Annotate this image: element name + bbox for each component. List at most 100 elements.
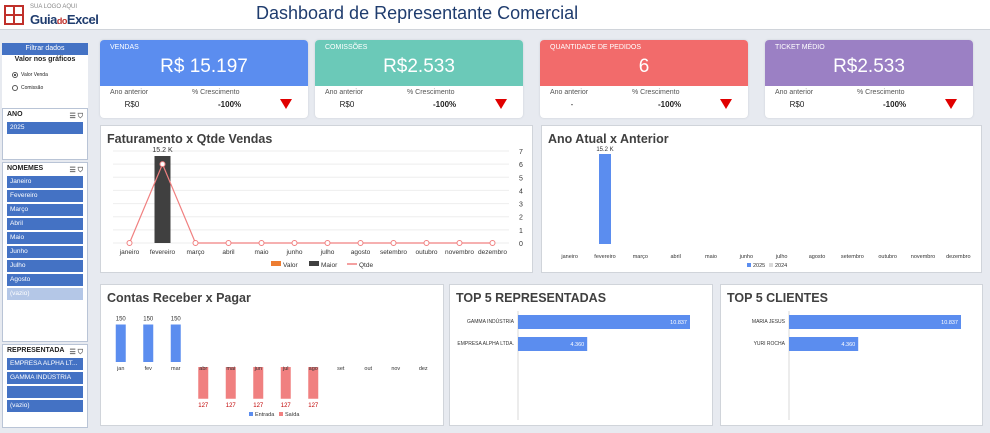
- kpi-growth-label: % Crescimento: [192, 89, 240, 96]
- slicer-representada-title: REPRESENTADA ☰ ⛉: [3, 345, 87, 357]
- logo-do: do: [56, 16, 68, 26]
- y2-tick-label: 7: [519, 149, 523, 156]
- filter-clear-icon[interactable]: ☰ ⛉: [69, 349, 83, 356]
- y2-tick-label: 4: [519, 188, 523, 195]
- slicer-ano-item[interactable]: 2025: [7, 122, 83, 134]
- down-arrow-icon: [280, 99, 292, 109]
- kpi-prev-value: R$0: [339, 100, 355, 109]
- line-point: [126, 240, 133, 246]
- x-tick-label: junho: [286, 249, 303, 256]
- slicer-ano-title: ANO ☰ ⛉: [3, 109, 87, 121]
- x-tick-label: nov: [391, 366, 400, 372]
- kpi-label: QUANTIDADE DE PEDIDOS: [550, 44, 642, 51]
- down-arrow-icon: [945, 99, 957, 109]
- filter-clear-icon[interactable]: ☰ ⛉: [69, 167, 83, 174]
- kpi-growth-value: -100%: [883, 100, 907, 109]
- slicer-representada-item[interactable]: [7, 386, 83, 398]
- data-label: 150: [116, 317, 127, 323]
- grid-icon: [4, 5, 24, 25]
- down-arrow-icon: [720, 99, 732, 109]
- slicer-ano-label: ANO: [7, 111, 23, 118]
- chart-top5-clientes: TOP 5 CLIENTES MARIA JESUS 10.837 YURI ROC…: [720, 284, 983, 426]
- kpi-value: R$ 15.197: [160, 56, 248, 77]
- x-tick-label: set: [337, 366, 345, 372]
- data-label: 150: [143, 317, 154, 323]
- radio-selected-icon: [12, 72, 18, 78]
- line-point: [291, 240, 298, 246]
- x-tick-label: maio: [705, 254, 717, 260]
- data-label: 15.2 K: [152, 147, 173, 154]
- x-tick-label: novembro: [911, 254, 935, 260]
- ano-svg: janeiro 15.2 K fevereiro março abril maio junh…: [560, 147, 970, 269]
- bar-mark: [308, 367, 319, 399]
- logo: SUA LOGO AQUI GuiadoExcel: [4, 2, 104, 28]
- legend-label: 2025: [753, 263, 765, 269]
- slicer-representada-item[interactable]: GAMMA INDÚSTRIA: [7, 372, 83, 384]
- slicer-month-item[interactable]: Junho: [7, 246, 83, 258]
- slicer-month-item[interactable]: Fevereiro: [7, 190, 83, 202]
- y2-tick-label: 3: [519, 202, 523, 209]
- legend-label: Entrada: [255, 412, 275, 418]
- line-point: [258, 240, 265, 246]
- x-tick-label: janeiro: [560, 254, 578, 260]
- slicer-representada-empty[interactable]: (vazio): [7, 400, 83, 412]
- header: SUA LOGO AQUI GuiadoExcel Dashboard de R…: [0, 0, 990, 30]
- slicer-month-empty[interactable]: (vazio): [7, 288, 83, 300]
- x-tick-label: março: [186, 249, 204, 256]
- x-tick-label: abril: [222, 249, 235, 256]
- legend-label: Valor: [283, 262, 299, 269]
- kpi-ticket: TICKET MÉDIO R$2.533 Ano anterior R$0 % …: [765, 40, 973, 118]
- slicer-representada-item[interactable]: EMPRESA ALPHA LT...: [7, 358, 83, 370]
- radio-comissao[interactable]: Comissão: [12, 85, 43, 91]
- kpi-growth-value: -100%: [658, 100, 682, 109]
- slicer-month-item[interactable]: Março: [7, 204, 83, 216]
- x-tick-label: novembro: [445, 249, 474, 256]
- kpi-value: 6: [638, 56, 650, 77]
- data-label: 4.360: [570, 342, 584, 348]
- chart-title: Contas Receber x Pagar: [107, 291, 251, 305]
- legend-label: Qtde: [359, 262, 373, 269]
- data-label: 127: [308, 403, 319, 409]
- legend-swatch: [769, 263, 773, 267]
- line-point: [423, 240, 430, 246]
- chart-title: TOP 5 CLIENTES: [727, 291, 828, 305]
- legend-label: Maior: [321, 262, 338, 269]
- y2-tick-label: 0: [519, 241, 523, 248]
- slicer-nomemes: NOMEMES ☰ ⛉ Janeiro Fevereiro Março Abril…: [2, 162, 88, 342]
- slicer-month-item[interactable]: Agosto: [7, 274, 83, 286]
- kpi-vendas-top: VENDAS R$ 15.197: [100, 40, 308, 86]
- x-tick-label: out: [364, 366, 372, 372]
- line-point: [456, 240, 463, 246]
- radio-comissao-label: Comissão: [21, 85, 44, 91]
- radio-valor-venda[interactable]: Valor Venda: [12, 72, 48, 78]
- bar-mark: [225, 367, 236, 399]
- slicer-nomemes-label: NOMEMES: [7, 165, 44, 172]
- x-tick-label: abril: [670, 254, 680, 260]
- slicer-month-item[interactable]: Abril: [7, 218, 83, 230]
- bar-mark: [789, 337, 859, 351]
- bar-mark: [599, 154, 611, 244]
- x-tick-label: abr: [199, 366, 207, 372]
- slicer-month-item[interactable]: Janeiro: [7, 176, 83, 188]
- line-point: [390, 240, 397, 246]
- x-tick-label: agosto: [809, 254, 826, 260]
- y-tick-label: YURI ROCHA: [754, 341, 786, 347]
- x-tick-label: junho: [739, 254, 753, 260]
- top5r-svg: GAMMA INDÚSTRIA 10.837 EMPRESA ALPHA LTDA.…: [457, 311, 690, 420]
- legend-label: 2024: [775, 263, 787, 269]
- chart-title: Faturamento x Qtde Vendas: [107, 132, 273, 146]
- filter-clear-icon[interactable]: ☰ ⛉: [69, 113, 83, 120]
- x-tick-label: mai: [226, 366, 235, 372]
- data-label: 150: [171, 317, 182, 323]
- slicer-month-item[interactable]: Maio: [7, 232, 83, 244]
- logo-guia: Guia: [30, 12, 57, 27]
- x-tick-label: ago: [309, 366, 318, 372]
- x-tick-label: fev: [145, 366, 153, 372]
- slicer-month-item[interactable]: Julho: [7, 260, 83, 272]
- slicer-representada-label: REPRESENTADA: [7, 347, 65, 354]
- x-tick-label: mar: [171, 366, 181, 372]
- logo-text: GuiadoExcel: [30, 12, 99, 27]
- legend-swatch: [309, 261, 319, 266]
- x-tick-label: setembro: [841, 254, 864, 260]
- bar-mark: [154, 156, 171, 243]
